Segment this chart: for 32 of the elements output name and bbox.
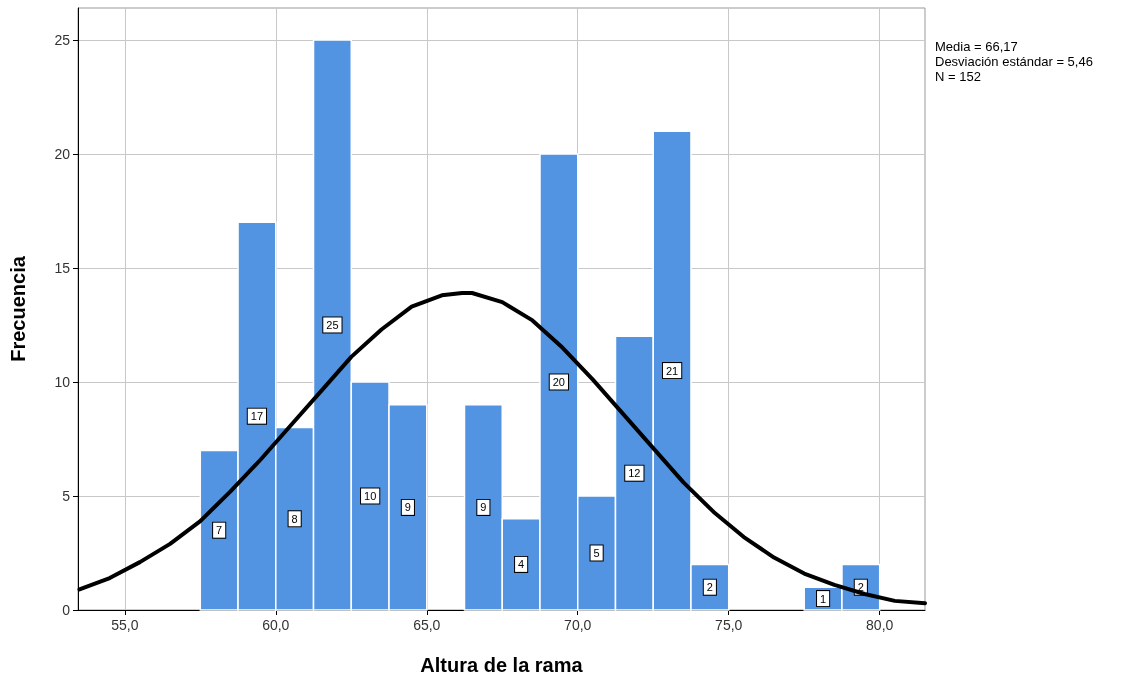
data-label: 12 xyxy=(628,467,641,480)
data-label: 2 xyxy=(857,581,864,594)
x-tick-label: 55,0 xyxy=(111,617,139,633)
data-label: 7 xyxy=(216,524,223,537)
data-label: 10 xyxy=(364,489,377,502)
y-tick-label: 5 xyxy=(62,487,71,504)
data-label: 4 xyxy=(518,558,525,571)
y-tick-label: 25 xyxy=(54,31,71,48)
x-tick-label: 80,0 xyxy=(866,617,894,633)
y-tick-label: 15 xyxy=(54,259,71,276)
text: Media = 66,17 xyxy=(935,39,1018,54)
data-label: 1 xyxy=(820,592,827,605)
x-tick-label: 65,0 xyxy=(413,617,441,633)
data-label: 8 xyxy=(291,512,298,525)
x-tick-label: 60,0 xyxy=(262,617,290,633)
text: Desviación estándar = 5,46 xyxy=(935,54,1093,69)
y-axis-title: Frecuencia xyxy=(7,255,29,362)
data-label: 20 xyxy=(552,375,565,388)
x-tick-label: 70,0 xyxy=(564,617,592,633)
data-label: 2 xyxy=(706,581,713,594)
y-tick-label: 0 xyxy=(62,602,71,618)
y-tick-label: 10 xyxy=(54,373,71,390)
data-label: 21 xyxy=(665,364,679,377)
data-label: 5 xyxy=(593,546,600,559)
data-label: 17 xyxy=(250,410,264,423)
x-tick-label: 75,0 xyxy=(715,617,743,633)
data-label: 25 xyxy=(326,318,339,331)
data-label: 9 xyxy=(480,501,487,514)
y-tick-label: 20 xyxy=(54,145,71,162)
text: N = 152 xyxy=(935,69,981,84)
x-axis-title: Altura de la rama xyxy=(420,654,584,676)
data-label: 9 xyxy=(404,501,411,514)
